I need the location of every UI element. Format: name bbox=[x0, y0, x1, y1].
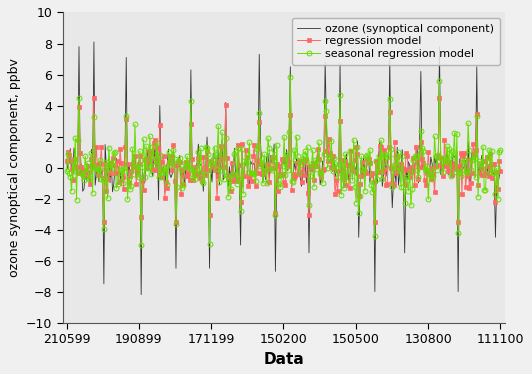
ozone (synoptical component) bbox=[481, 175, 487, 180]
regression model bbox=[181, 166, 188, 171]
ozone (synoptical component) bbox=[297, 176, 303, 180]
seasonal regression model bbox=[63, 169, 70, 174]
ozone (synoptical component) bbox=[138, 292, 144, 297]
Line: seasonal regression model: seasonal regression model bbox=[64, 74, 503, 248]
seasonal regression model bbox=[287, 74, 294, 79]
regression model bbox=[101, 220, 107, 224]
regression model bbox=[494, 170, 500, 174]
ozone (synoptical component) bbox=[181, 183, 188, 188]
ozone (synoptical component) bbox=[91, 40, 97, 44]
ozone (synoptical component) bbox=[266, 175, 272, 180]
ozone (synoptical component) bbox=[322, 60, 328, 64]
regression model bbox=[297, 159, 303, 163]
seasonal regression model bbox=[297, 163, 303, 167]
regression model bbox=[63, 159, 70, 163]
X-axis label: Data: Data bbox=[264, 352, 304, 367]
ozone (synoptical component) bbox=[497, 168, 504, 172]
regression model bbox=[497, 168, 504, 173]
seasonal regression model bbox=[494, 166, 500, 171]
Y-axis label: ozone synoptical component, ppbv: ozone synoptical component, ppbv bbox=[7, 58, 21, 277]
ozone (synoptical component) bbox=[63, 159, 70, 163]
seasonal regression model bbox=[481, 188, 487, 193]
regression model bbox=[322, 114, 328, 118]
seasonal regression model bbox=[180, 183, 187, 187]
seasonal regression model bbox=[138, 243, 144, 247]
Legend: ozone (synoptical component), regression model, seasonal regression model: ozone (synoptical component), regression… bbox=[292, 18, 500, 65]
regression model bbox=[266, 180, 272, 184]
seasonal regression model bbox=[322, 98, 328, 103]
Line: regression model: regression model bbox=[65, 96, 502, 224]
seasonal regression model bbox=[497, 147, 504, 152]
regression model bbox=[481, 172, 487, 177]
ozone (synoptical component) bbox=[494, 183, 500, 188]
Line: ozone (synoptical component): ozone (synoptical component) bbox=[66, 42, 501, 295]
seasonal regression model bbox=[265, 136, 271, 140]
regression model bbox=[91, 95, 97, 100]
